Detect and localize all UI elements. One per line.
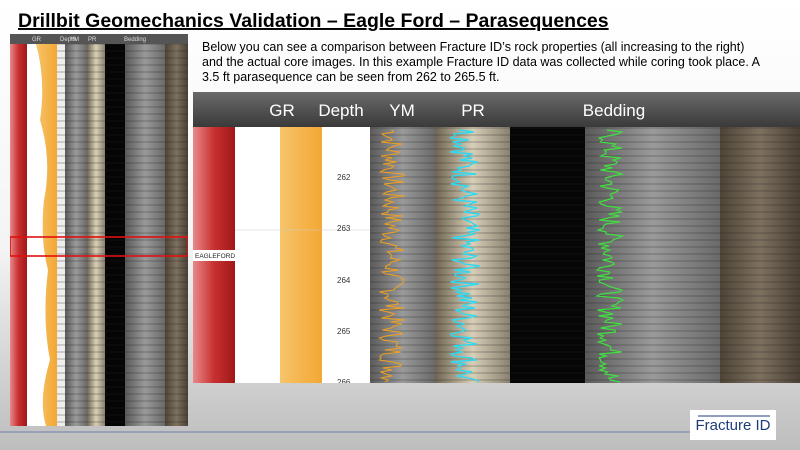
logo-text: Fracture ID <box>695 417 770 434</box>
overview-header: Bedding <box>124 37 146 43</box>
description: Below you can see a comparison between F… <box>202 40 760 84</box>
log-curve <box>378 129 405 383</box>
track-header: PR <box>461 101 485 120</box>
overview-header: PR <box>88 37 97 43</box>
log-curve <box>449 129 481 383</box>
overview-header: YM <box>70 37 79 43</box>
track-header: YM <box>389 101 415 120</box>
depth-label: 265 <box>337 327 351 336</box>
overview-header: Depth <box>60 37 76 43</box>
depth-label: 264 <box>337 276 351 285</box>
track-header: Depth <box>318 101 363 120</box>
detail-log: GR Depth YM PR Bedding 262 263 264 265 266 EAGLE… <box>193 92 800 387</box>
slide-title: Drillbit Geomechanics Validation – Eagle… <box>18 10 609 32</box>
track-header: GR <box>269 101 295 120</box>
depth-label: 266 <box>337 378 351 387</box>
formation-label: EAGLEFORD <box>195 253 235 260</box>
logo-box <box>690 410 776 440</box>
overview-header: GR <box>32 37 42 43</box>
depth-label: 262 <box>337 173 351 182</box>
track-header: Bedding <box>583 101 645 120</box>
log-curve <box>594 129 625 383</box>
depth-label: 263 <box>337 224 351 233</box>
highlight-box <box>10 236 188 257</box>
